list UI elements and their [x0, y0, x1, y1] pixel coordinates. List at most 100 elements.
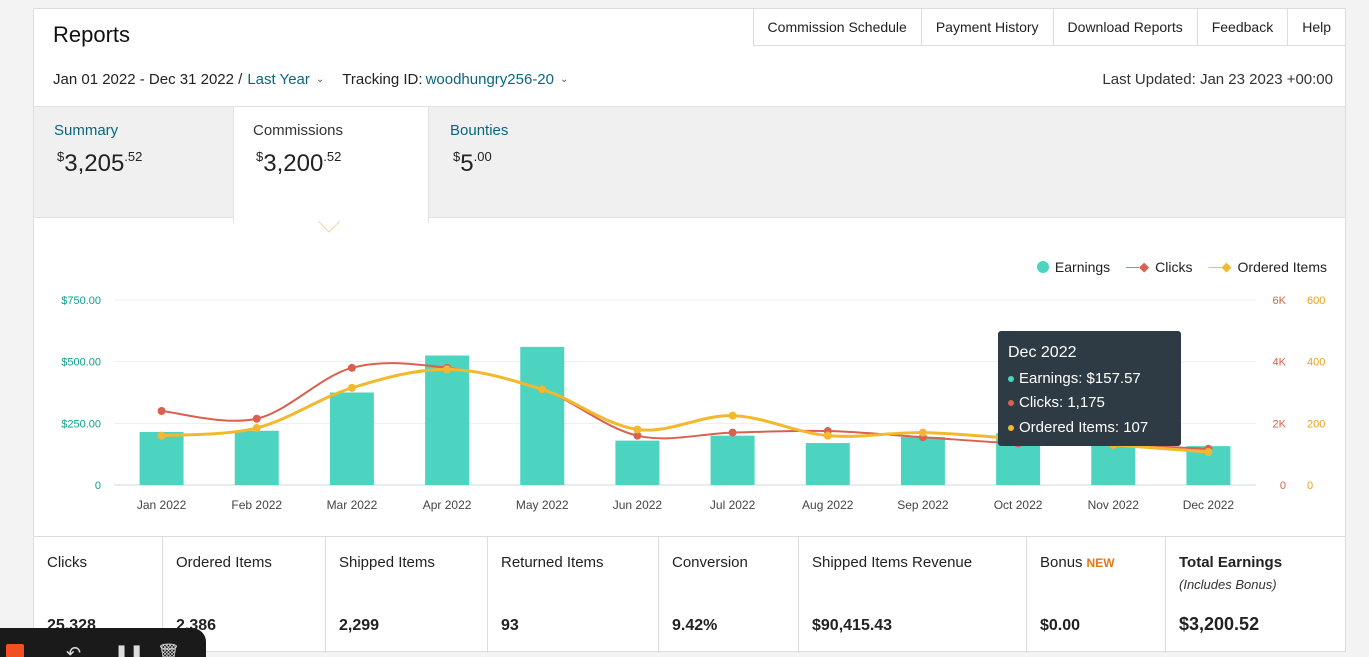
summary-tabs: Summary $3,205.52 Commissions $3,200.52 …: [34, 106, 1345, 223]
x-axis-tick: Aug 2022: [802, 498, 854, 512]
ordered-items-point: [633, 425, 642, 434]
download-reports-link[interactable]: Download Reports: [1054, 9, 1198, 45]
x-axis-tick: Jul 2022: [710, 498, 756, 512]
metric-value: $3,200.52: [1179, 614, 1260, 634]
left-axis-tick: $250.00: [61, 418, 101, 430]
earnings-bar: [805, 443, 850, 485]
chart-tooltip: Dec 2022 Earnings: $157.57 Clicks: 1,175…: [998, 331, 1181, 446]
ordered-items-point: [538, 385, 547, 394]
earnings-bar: [425, 355, 470, 485]
x-axis-tick: Jun 2022: [613, 498, 663, 512]
reports-panel: Reports Commission Schedule Payment Hist…: [33, 8, 1346, 653]
period-dropdown[interactable]: Last Year: [247, 71, 310, 88]
clicks-point: [728, 428, 737, 437]
ordered-items-point: [252, 423, 261, 432]
tab-bounties-label: Bounties: [450, 122, 509, 139]
undo-icon[interactable]: ↶: [66, 643, 82, 657]
help-link[interactable]: Help: [1302, 19, 1331, 35]
tab-commissions[interactable]: Commissions $3,200.52: [233, 107, 429, 223]
metric-label: Total Earnings: [1179, 554, 1283, 571]
legend-clicks[interactable]: —◆ Clicks: [1126, 259, 1193, 275]
legend-ordered-items[interactable]: —◆ Ordered Items: [1208, 259, 1327, 275]
clicks-point: [157, 407, 166, 415]
tracking-id-dropdown[interactable]: woodhungry256-20: [425, 71, 554, 88]
clicks-line-icon: —◆: [1126, 259, 1150, 274]
clicks-point: [252, 414, 261, 423]
x-axis-tick: Oct 2022: [994, 498, 1043, 512]
ordered-items-point: [157, 431, 166, 440]
trash-icon[interactable]: 🗑: [157, 643, 180, 657]
earnings-bar: [710, 435, 755, 485]
tab-bounties[interactable]: Bounties $5.00: [429, 107, 629, 219]
ordered-items-point: [443, 365, 452, 374]
ordered-dot-icon: [1008, 424, 1014, 431]
metric-label: Shipped Items: [339, 554, 435, 571]
right-axis-clicks-tick: 4K: [1273, 357, 1287, 369]
metric-label: Bonus NEW: [1040, 554, 1115, 571]
metric-label: Clicks: [47, 554, 87, 571]
tab-summary-label: Summary: [54, 122, 119, 139]
metric-label: Conversion: [672, 554, 748, 571]
metric-value: 2,299: [339, 617, 380, 634]
metrics-bar: Clicks 25,328 Ordered Items 2,386 Shippe…: [34, 536, 1345, 653]
metric-value: 93: [501, 617, 519, 634]
ordered-items-point: [823, 431, 832, 440]
chart-legend: Earnings —◆ Clicks —◆ Ordered Items: [1036, 259, 1327, 275]
metric-shipped-revenue: Shipped Items Revenue $90,415.43: [799, 537, 1027, 653]
tab-summary-value: $3,205.52: [57, 149, 143, 177]
stop-recording-icon[interactable]: [6, 644, 24, 657]
ordered-items-line-icon: —◆: [1208, 259, 1232, 274]
new-badge: NEW: [1086, 556, 1115, 570]
left-axis-tick: $500.00: [61, 357, 101, 369]
recording-toolbar: ↶ ❚❚ 🗑: [0, 628, 206, 657]
metric-conversion: Conversion 9.42%: [659, 537, 799, 653]
page-title: Reports: [53, 22, 131, 47]
legend-earnings[interactable]: Earnings: [1036, 259, 1110, 275]
x-axis-tick: Dec 2022: [1183, 498, 1235, 512]
chevron-down-icon[interactable]: ⌄: [315, 74, 325, 85]
active-tab-caret-icon: [318, 221, 340, 233]
metric-label: Ordered Items: [176, 554, 272, 571]
filter-line: Jan 01 2022 - Dec 31 2022 / Last Year ⌄ …: [53, 71, 586, 88]
earnings-bar: [900, 436, 945, 485]
left-axis-tick: $750.00: [61, 295, 101, 307]
ordered-items-point: [728, 411, 737, 420]
tooltip-clicks: Clicks: 1,175: [1019, 394, 1105, 411]
clicks-point: [633, 431, 642, 440]
earnings-dot-icon: [1036, 261, 1049, 273]
earnings-bar: [139, 431, 184, 485]
tracking-label: Tracking ID:: [342, 71, 423, 88]
last-updated: Last Updated: Jan 23 2023 +00:00: [1102, 71, 1333, 88]
earnings-bar: [615, 440, 660, 485]
commission-schedule-link[interactable]: Commission Schedule: [754, 9, 922, 45]
metric-returned-items: Returned Items 93: [488, 537, 659, 653]
ordered-items-point: [347, 383, 356, 392]
ordered-items-point: [1204, 448, 1213, 457]
tab-summary[interactable]: Summary $3,205.52: [34, 107, 233, 219]
ordered-items-point: [918, 428, 927, 437]
date-range: Jan 01 2022 - Dec 31 2022 /: [53, 71, 243, 88]
feedback-link[interactable]: Feedback: [1198, 9, 1289, 45]
metric-value: $90,415.43: [812, 617, 893, 634]
pause-icon[interactable]: ❚❚: [114, 643, 145, 657]
earnings-bar: [234, 430, 279, 485]
right-axis-items-tick: 600: [1307, 295, 1325, 307]
chevron-down-icon[interactable]: ⌄: [560, 74, 569, 85]
right-axis-clicks-tick: 6K: [1273, 295, 1287, 307]
x-axis-tick: Nov 2022: [1088, 498, 1140, 512]
x-axis-tick: Mar 2022: [327, 498, 378, 512]
metric-value: 9.42%: [672, 617, 718, 634]
tab-bounties-value: $5.00: [453, 149, 492, 177]
payment-history-link[interactable]: Payment History: [922, 9, 1054, 45]
clicks-point: [347, 363, 356, 372]
right-axis-items-tick: 0: [1307, 480, 1313, 492]
tooltip-ordered: Ordered Items: 107: [1019, 418, 1149, 436]
left-axis-tick: 0: [95, 480, 101, 492]
clicks-dot-icon: [1008, 400, 1014, 407]
earnings-dot-icon: [1008, 375, 1014, 382]
metric-label: Shipped Items Revenue: [812, 554, 973, 571]
tab-commissions-value: $3,200.52: [256, 149, 342, 177]
earnings-bar: [520, 346, 565, 485]
right-axis-items-tick: 400: [1307, 357, 1325, 369]
tab-commissions-label: Commissions: [253, 122, 344, 139]
